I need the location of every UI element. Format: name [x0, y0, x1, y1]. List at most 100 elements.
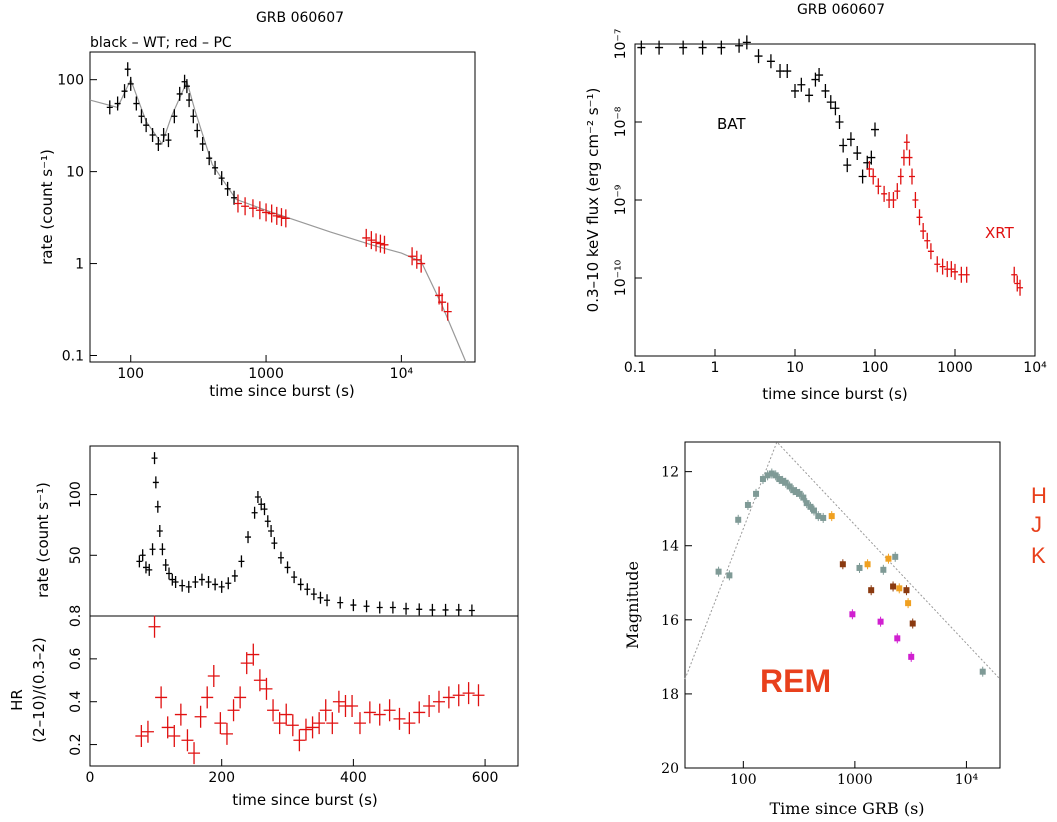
rate-point	[172, 576, 179, 588]
hr-point	[260, 677, 273, 700]
plot-frame	[684, 441, 1001, 769]
hr-point	[363, 701, 376, 724]
hr-point	[155, 686, 168, 709]
hr-point	[280, 703, 293, 726]
y-tick-label: 50	[68, 546, 84, 564]
wt-point	[231, 190, 238, 205]
pc-point	[380, 235, 389, 254]
bat-point	[797, 77, 806, 92]
rate-point	[429, 603, 436, 616]
rate-point	[284, 561, 291, 574]
wt-point	[114, 96, 121, 111]
rate-point	[198, 573, 205, 586]
y-axis-label: rate (count s⁻¹)	[38, 149, 56, 265]
xrt-point	[934, 256, 941, 273]
y-tick-label: 10⁻¹⁰	[613, 259, 629, 296]
x-tick-label: 200	[208, 770, 235, 786]
x-axis-label: time since burst (s)	[232, 791, 378, 809]
hr-point	[253, 669, 266, 692]
x-tick-label: 600	[472, 770, 499, 786]
rate-point	[376, 601, 383, 614]
rate-point	[212, 578, 219, 591]
bat-point	[815, 68, 824, 83]
hr-point	[240, 652, 253, 675]
pc-point	[438, 293, 447, 312]
hr-point	[452, 684, 465, 707]
pc-point	[241, 197, 250, 216]
hr-point	[227, 699, 240, 722]
wt-point	[186, 93, 193, 108]
hr-point	[188, 742, 201, 765]
rate-point	[324, 594, 331, 607]
rate-point	[185, 580, 192, 593]
x-tick-label: 1000	[937, 360, 973, 376]
y-tick-label: 16	[661, 613, 679, 629]
hr-point	[247, 643, 260, 666]
hr-point	[393, 707, 406, 730]
bat-point	[679, 40, 688, 55]
bat-point	[655, 40, 664, 55]
wt-point	[143, 118, 150, 133]
pc-point	[272, 206, 281, 225]
xrt-point	[952, 263, 958, 280]
pc-point	[233, 194, 242, 213]
bat-point	[826, 95, 835, 110]
y-axis-label: Magnitude	[623, 561, 642, 649]
rate-point	[149, 543, 156, 556]
x-axis-label: time since burst (s)	[209, 382, 355, 400]
wt-point	[165, 133, 172, 148]
pc-point	[412, 250, 421, 269]
wt-point	[206, 151, 213, 166]
pc-point	[281, 209, 290, 228]
xrt-point	[866, 160, 873, 177]
hr-point	[472, 684, 485, 707]
xrt-point	[939, 258, 946, 275]
x-tick-label: 100	[117, 366, 144, 382]
axis-ticks: 0 200 400 600 0.2 0.4 0.6 0.8 50 100	[68, 481, 498, 786]
rate-point	[264, 515, 271, 528]
bat-point	[783, 64, 792, 79]
bat-annotation: BAT	[717, 115, 746, 133]
y-tick-label: 0.8	[68, 605, 84, 627]
pc-point	[443, 302, 452, 321]
y-tick-label: 12	[661, 465, 679, 481]
hr-point	[403, 712, 416, 735]
rate-point	[154, 500, 161, 513]
hr-point	[267, 699, 280, 722]
pc-point	[367, 231, 376, 250]
rate-point	[159, 543, 166, 556]
x-tick-label: 10	[786, 360, 804, 376]
wt-point	[149, 128, 156, 143]
xrt-point	[906, 149, 913, 166]
rate-point	[192, 576, 199, 588]
rate-point	[251, 506, 258, 519]
hr-y-axis-label-line1: HR	[8, 689, 26, 711]
bat-point	[698, 40, 707, 55]
band-label-k: K	[1031, 543, 1046, 568]
hr-point	[293, 729, 306, 752]
y-tick-label: 0.6	[68, 648, 84, 670]
rate-point	[218, 580, 225, 593]
early-rate-hr-panel: 0 200 400 600 0.2 0.4 0.6 0.8 50 100 time since b…	[8, 445, 519, 809]
model-curve	[684, 441, 1001, 680]
wt-point	[138, 109, 145, 124]
y-tick-label: 10⁻⁷	[613, 29, 629, 60]
wt-point	[199, 136, 206, 151]
y-tick-label: 20	[661, 761, 679, 777]
rate-point	[231, 569, 238, 582]
hr-point	[313, 712, 326, 735]
wt-point	[121, 84, 128, 99]
x-tick-label: 100	[730, 772, 757, 788]
bat-point	[839, 138, 848, 153]
hr-point	[423, 695, 436, 717]
y-axis-label: 0.3–10 keV flux (erg cm⁻² s⁻¹)	[584, 88, 602, 313]
rate-point	[277, 551, 284, 564]
axis-ticks: 0.1 1 10 100 1000 10⁴ 10⁻⁷ 10⁻⁸ 10⁻⁹ 10⁻¹⁰	[613, 29, 1047, 376]
plot-frame	[634, 43, 1036, 357]
bat-point	[843, 158, 852, 173]
xrt-point	[963, 266, 970, 283]
hr-point	[432, 690, 445, 713]
xrt-point	[875, 178, 882, 195]
hr-point	[168, 725, 181, 747]
hr-point	[148, 615, 161, 638]
